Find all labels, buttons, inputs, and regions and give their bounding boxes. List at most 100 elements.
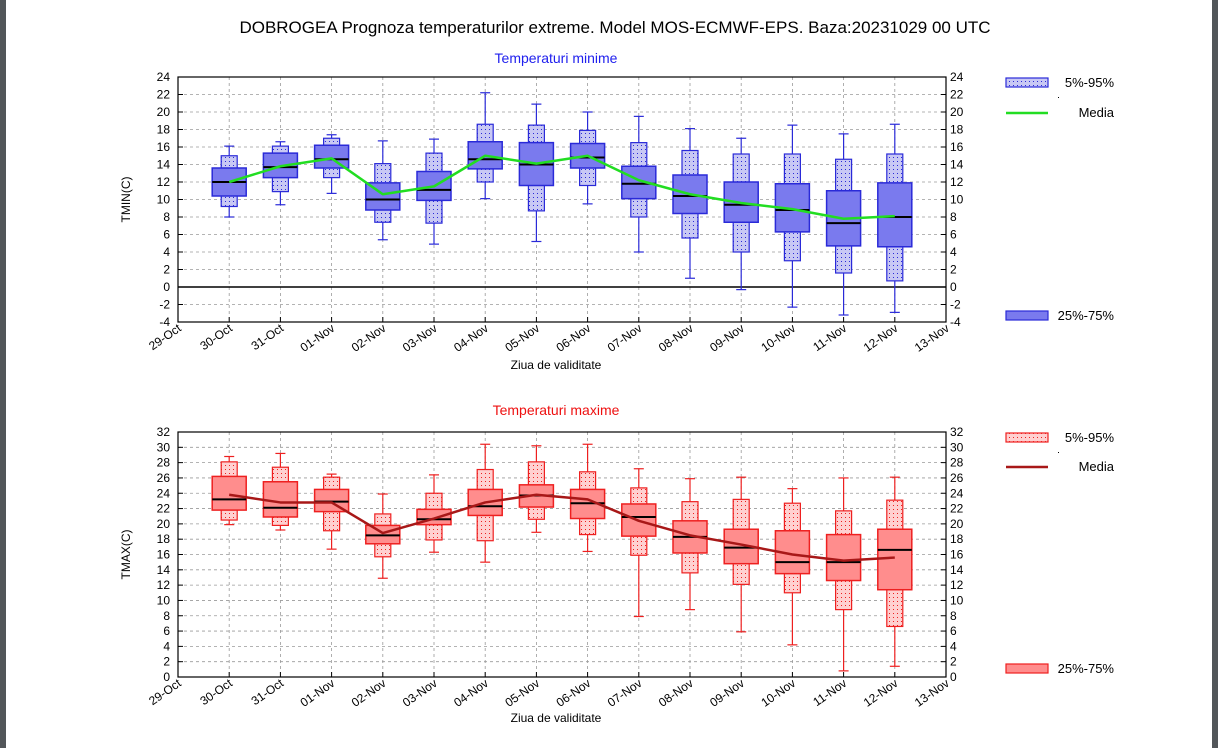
max-xtick-label: 05-Nov	[502, 676, 542, 710]
min-ytick-left: 6	[163, 228, 170, 242]
min-xtick-label: 10-Nov	[758, 321, 798, 355]
min-ytick-right: 6	[950, 228, 957, 242]
max-xtick-label: 13-Nov	[912, 676, 952, 710]
min-xtick-label: 05-Nov	[502, 321, 542, 355]
min-ytick-left: 14	[157, 158, 171, 172]
min-xtick-label: 13-Nov	[912, 321, 952, 355]
max-xtick-label: 07-Nov	[605, 676, 645, 710]
min-xtick-label: 11-Nov	[810, 321, 849, 354]
min-ytick-left: 4	[163, 245, 170, 259]
min-ytick-left: -4	[159, 315, 170, 329]
min-ytick-right: 4	[950, 245, 957, 259]
max-ytick-left: 14	[157, 563, 171, 577]
min-ytick-right: 16	[950, 140, 964, 154]
max-xtick-label: 01-Nov	[298, 676, 338, 710]
min-yaxis-label: TMIN(C)	[119, 177, 133, 223]
min-box-25-75	[877, 182, 913, 248]
min-ytick-right: 0	[950, 280, 957, 294]
max-ytick-right: 20	[950, 517, 964, 531]
max-ytick-left: 16	[157, 548, 171, 562]
min-box-25-75	[313, 144, 350, 169]
min-xtick-label: 09-Nov	[707, 321, 747, 355]
max-ytick-left: 18	[157, 532, 171, 546]
max-ytick-right: 10	[950, 593, 964, 607]
min-ytick-left: 10	[157, 193, 171, 207]
max-ytick-left: 24	[157, 486, 171, 500]
min-ytick-right: -2	[950, 298, 961, 312]
min-legend-dot	[1058, 97, 1059, 98]
report-sheet	[6, 0, 1212, 748]
max-xtick-label: 09-Nov	[707, 676, 747, 710]
min-legend-iqr-swatch	[1005, 310, 1049, 321]
max-xtick-label: 30-Oct	[197, 676, 235, 709]
max-ytick-right: 2	[950, 655, 957, 669]
min-ytick-left: 16	[157, 140, 171, 154]
max-xtick-label: 12-Nov	[861, 676, 901, 710]
max-ytick-left: 10	[157, 593, 171, 607]
max-ytick-left: 6	[163, 624, 170, 638]
max-box-25-75	[262, 481, 299, 518]
min-panel-title: Temperaturi minime	[495, 50, 618, 66]
min-ytick-left: 22	[157, 88, 171, 102]
min-ytick-right: 8	[950, 210, 957, 224]
max-xtick-label: 31-Oct	[249, 676, 287, 709]
min-ytick-right: 18	[950, 123, 964, 137]
min-mean-line	[228, 154, 895, 220]
min-ytick-right: 14	[950, 158, 964, 172]
max-ytick-left: 4	[163, 639, 170, 653]
min-legend-iqr-label: 25%-75%	[1058, 308, 1115, 323]
min-ytick-left: 0	[163, 280, 170, 294]
max-ytick-left: 32	[157, 425, 171, 439]
min-xaxis-label: Ziua de validitate	[511, 358, 602, 372]
max-legend-mean-label: Media	[1079, 459, 1115, 474]
max-ytick-right: 22	[950, 502, 964, 516]
max-ytick-left: 28	[157, 456, 171, 470]
min-xtick-label: 04-Nov	[451, 321, 491, 355]
max-ytick-right: 8	[950, 609, 957, 623]
min-ytick-right: 10	[950, 193, 964, 207]
min-xtick-label: 03-Nov	[400, 321, 440, 355]
max-ytick-left: 30	[157, 440, 171, 454]
min-xtick-label: 02-Nov	[349, 321, 389, 355]
max-ytick-left: 12	[157, 578, 171, 592]
max-ytick-right: 24	[950, 486, 964, 500]
min-ytick-left: -2	[159, 298, 170, 312]
min-xtick-label: 01-Nov	[298, 321, 338, 355]
max-xtick-label: 02-Nov	[349, 676, 389, 710]
page-title: DOBROGEA Prognoza temperaturilor extreme…	[239, 18, 991, 37]
max-ytick-right: 0	[950, 670, 957, 684]
min-xtick-label: 12-Nov	[861, 321, 901, 355]
max-box-25-75	[825, 533, 862, 582]
max-legend-dot	[1058, 452, 1059, 453]
max-ytick-left: 0	[163, 670, 170, 684]
max-ytick-right: 14	[950, 563, 964, 577]
min-plot-frame	[177, 76, 947, 323]
max-xtick-label: 06-Nov	[554, 676, 594, 710]
min-ytick-left: 18	[157, 123, 171, 137]
max-yaxis-label: TMAX(C)	[119, 530, 133, 580]
max-ytick-right: 12	[950, 578, 964, 592]
max-legend-iqr-label: 25%-75%	[1058, 661, 1115, 676]
min-ytick-right: 20	[950, 105, 964, 119]
max-ytick-right: 16	[950, 548, 964, 562]
min-ytick-left: 24	[157, 70, 171, 84]
min-box-25-75	[569, 142, 606, 169]
max-xtick-label: 04-Nov	[451, 676, 491, 710]
max-legend-iqr-swatch	[1005, 663, 1049, 674]
min-xtick-label: 30-Oct	[197, 321, 235, 354]
max-legend-band-label: 5%-95%	[1065, 430, 1115, 445]
max-xtick-label: 10-Nov	[758, 676, 798, 710]
max-box-25-75	[211, 475, 247, 511]
min-xtick-label: 31-Oct	[249, 321, 287, 354]
max-ytick-left: 22	[157, 502, 171, 516]
min-ytick-left: 2	[163, 263, 170, 277]
max-ytick-right: 26	[950, 471, 964, 485]
max-xtick-label: 08-Nov	[656, 676, 696, 710]
max-plot-frame	[177, 431, 947, 678]
min-legend-band-swatch	[1005, 77, 1049, 88]
max-ytick-right: 28	[950, 456, 964, 470]
min-legend-mean-label: Media	[1079, 105, 1115, 120]
max-ytick-right: 30	[950, 440, 964, 454]
max-ytick-left: 20	[157, 517, 171, 531]
